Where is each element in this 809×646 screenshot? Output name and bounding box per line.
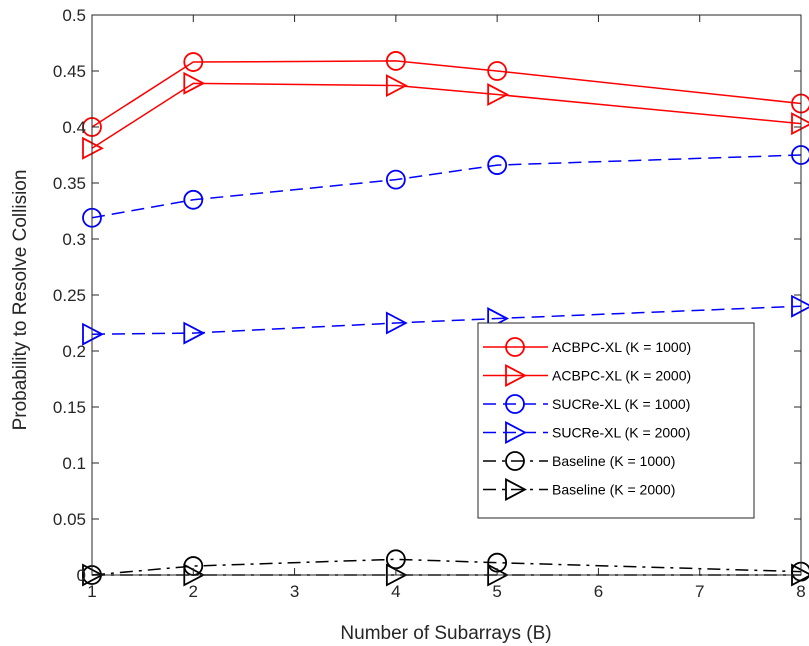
series-4-point-2 bbox=[183, 321, 206, 345]
series-4-line bbox=[91, 305, 802, 335]
legend-item-3-marker bbox=[505, 394, 525, 414]
legend-item-6-marker bbox=[505, 478, 527, 501]
series-2 bbox=[82, 71, 809, 160]
x-tick-label-8: 8 bbox=[796, 582, 805, 601]
series-1-line bbox=[91, 60, 802, 128]
series-2-point-3 bbox=[385, 74, 408, 98]
y-tick-label-6: 0.25 bbox=[53, 286, 86, 305]
y-tick-label-8: 0.35 bbox=[53, 174, 86, 193]
legend-item-5-marker bbox=[505, 451, 525, 471]
legend-item-1-label: ACBPC-XL (K = 1000) bbox=[552, 339, 691, 355]
series-1-point-2 bbox=[183, 52, 204, 72]
legend-item-4: SUCRe-XL (K = 2000) bbox=[483, 421, 690, 444]
y-tick-label-1: 0 bbox=[77, 566, 86, 585]
x-tick-label-3: 3 bbox=[290, 582, 299, 601]
legend-item-2-marker bbox=[505, 364, 527, 387]
legend-box bbox=[477, 322, 755, 519]
series-4-point-3 bbox=[385, 311, 408, 335]
series-3-line bbox=[91, 154, 802, 219]
legend-item-3-label: SUCRe-XL (K = 1000) bbox=[552, 396, 690, 412]
x-tick-label-5: 5 bbox=[492, 582, 501, 601]
legend-item-4-marker bbox=[505, 421, 527, 444]
legend-item-5-label: Baseline (K = 1000) bbox=[552, 453, 675, 469]
y-tick-label-2: 0.05 bbox=[53, 510, 86, 529]
x-tick-label-1: 1 bbox=[87, 582, 96, 601]
y-axis-title: Probability to Resolve Collision bbox=[10, 170, 31, 431]
x-axis-title: Number of Subarrays (B) bbox=[340, 623, 551, 644]
series-3-point-4 bbox=[487, 155, 508, 175]
x-tick-label-6: 6 bbox=[594, 582, 603, 601]
y-tick-label-7: 0.3 bbox=[62, 230, 86, 249]
y-tick-label-9: 0.4 bbox=[62, 118, 86, 137]
x-tick-label-7: 7 bbox=[695, 582, 704, 601]
series-3-point-3 bbox=[385, 169, 406, 190]
series-5-line bbox=[91, 558, 802, 576]
legend-item-2-label: ACBPC-XL (K = 2000) bbox=[552, 368, 691, 384]
y-tick-label-11: 0.5 bbox=[62, 6, 86, 25]
y-tick-label-5: 0.2 bbox=[62, 342, 86, 361]
series-1-point-3 bbox=[385, 51, 406, 71]
y-tick-label-3: 0.1 bbox=[62, 454, 86, 473]
x-tick-label-2: 2 bbox=[189, 582, 198, 601]
legend-item-6: Baseline (K = 2000) bbox=[483, 478, 675, 501]
legend-item-1-marker bbox=[505, 337, 525, 357]
series-2-point-4 bbox=[487, 83, 510, 107]
series-2-line bbox=[91, 82, 802, 149]
legend-item-6-label: Baseline (K = 2000) bbox=[552, 482, 675, 498]
series-3-point-2 bbox=[183, 189, 204, 210]
x-tick-label-4: 4 bbox=[391, 582, 400, 601]
y-tick-label-4: 0.15 bbox=[53, 398, 86, 417]
series-2-point-2 bbox=[183, 71, 206, 95]
series-1-point-4 bbox=[487, 61, 508, 81]
axes-layer: 1 2 3 4 5 6 7 8 0 0.05 0.1 0.15 0.2 0.25 0.3 0.35 0.4 0.4… bbox=[53, 6, 806, 601]
legend: ACBPC-XL (K = 1000) ACBPC-XL (K = 2000) SU… bbox=[477, 322, 755, 519]
legend-item-3: SUCRe-XL (K = 1000) bbox=[483, 394, 690, 414]
legend-item-4-label: SUCRe-XL (K = 2000) bbox=[552, 425, 690, 441]
legend-item-2: ACBPC-XL (K = 2000) bbox=[483, 364, 691, 387]
legend-item-5: Baseline (K = 1000) bbox=[483, 451, 675, 471]
y-tick-label-10: 0.45 bbox=[53, 62, 86, 81]
legend-item-1: ACBPC-XL (K = 1000) bbox=[483, 337, 691, 357]
